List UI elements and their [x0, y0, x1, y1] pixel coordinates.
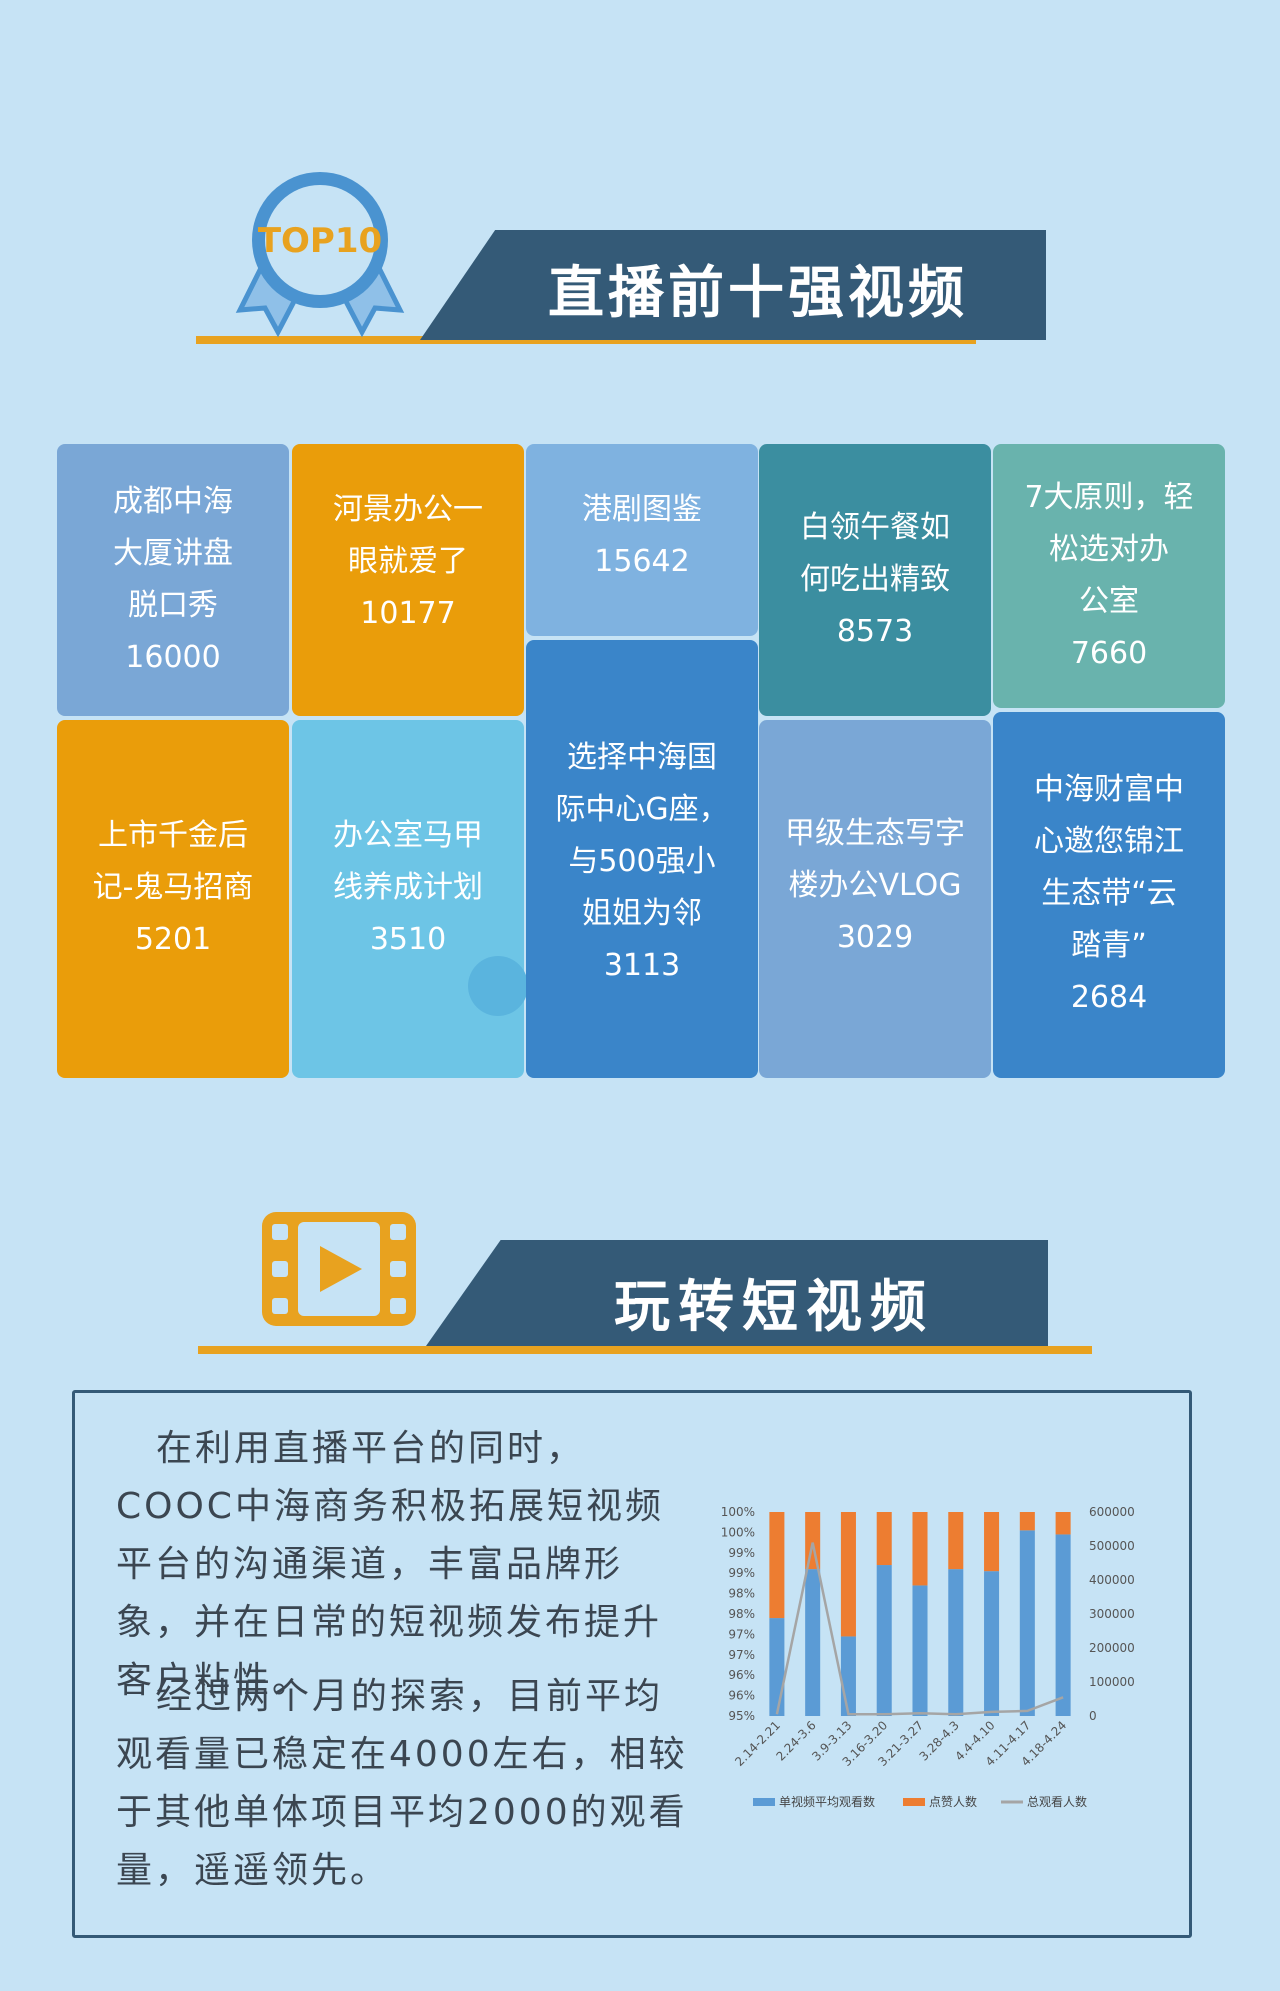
video-views: 3029 — [836, 920, 914, 955]
bar-单视频平均观看数 — [948, 1569, 964, 1716]
video-name: 河景办公一 眼就爱了 — [333, 492, 483, 579]
video-views: 15642 — [594, 544, 690, 579]
bar-单视频平均观看数 — [769, 1618, 785, 1716]
video-name: 上市千金后 记-鬼马招商 — [92, 818, 254, 905]
legend-label: 总观看人数 — [1027, 1794, 1087, 1809]
video-tile[interactable]: 中海财富中 心邀您锦江 生态带“云 踏青” 2684 — [993, 712, 1225, 1078]
video-views: 7660 — [1070, 636, 1148, 671]
section1-banner — [420, 230, 1046, 340]
bar-点赞人数 — [876, 1512, 892, 1566]
video-stats-chart: 100% 100% 99% 99% 98% 98% 97% 97% 96% 96% 95% 6000… — [721, 1505, 1135, 1809]
right-tick-label: 100000 — [1089, 1675, 1135, 1689]
video-name: 办公室马甲 线养成计划 — [333, 818, 483, 905]
right-tick-label: 300000 — [1089, 1607, 1135, 1621]
section2-title: 玩转短视频 — [614, 1275, 934, 1340]
video-name: 白领午餐如 何吃出精致 — [800, 510, 950, 597]
left-tick-label: 98% — [728, 1587, 755, 1601]
video-tile[interactable]: 办公室马甲 线养成计划 3510 — [292, 720, 528, 1078]
left-axis: 100% 100% 99% 99% 98% 98% 97% 97% 96% 96% 95% — [721, 1505, 755, 1723]
section1-underline — [196, 336, 976, 344]
legend-label: 单视频平均观看数 — [779, 1794, 875, 1809]
paragraph-1: 在利用直播平台的同时，COOC中海商务积极拓展短视频平台的沟通渠道，丰富品牌形象… — [116, 1428, 664, 1701]
left-tick-label: 97% — [728, 1627, 755, 1641]
video-tile[interactable]: 成都中海 大厦讲盘 脱口秀 16000 — [57, 444, 289, 716]
left-tick-label: 95% — [728, 1709, 755, 1723]
video-film-icon — [260, 1210, 418, 1328]
bar-点赞人数 — [984, 1512, 1000, 1572]
bar-单视频平均观看数 — [1019, 1530, 1035, 1716]
video-views: 3113 — [603, 948, 681, 983]
badge-label: TOP10 — [258, 221, 382, 261]
bar-点赞人数 — [769, 1512, 785, 1619]
bar-单视频平均观看数 — [876, 1565, 892, 1716]
video-views: 8573 — [836, 614, 914, 649]
video-views: 10177 — [360, 596, 456, 631]
info-panel — [72, 1390, 1192, 1938]
bar-点赞人数 — [840, 1512, 856, 1637]
paragraph-2: 经过两个月的探索，目前平均观看量已稳定在4000左右，相较于其他单体项目平均20… — [116, 1676, 688, 1891]
video-tile[interactable]: 上市千金后 记-鬼马招商 5201 — [57, 720, 289, 1078]
right-tick-label: 200000 — [1089, 1641, 1135, 1655]
section2-banner — [426, 1240, 1048, 1346]
legend-swatch — [903, 1798, 925, 1806]
right-tick-label: 600000 — [1089, 1505, 1135, 1519]
bar-点赞人数 — [805, 1512, 821, 1570]
right-tick-label: 400000 — [1089, 1573, 1135, 1587]
x-axis-labels: 2.14-2.212.24-3.63.9-3.133.16-3.203.21-3… — [732, 1718, 1069, 1769]
section2-underline — [198, 1346, 1092, 1354]
left-tick-label: 99% — [728, 1546, 755, 1560]
video-tile[interactable]: 港剧图鉴 15642 — [526, 444, 758, 636]
video-name: 成都中海 大厦讲盘 脱口秀 — [113, 484, 233, 623]
bar-单视频平均观看数 — [912, 1585, 928, 1716]
video-name: 港剧图鉴 — [582, 492, 702, 527]
bar-点赞人数 — [912, 1512, 928, 1586]
bar-点赞人数 — [1055, 1512, 1071, 1535]
left-tick-label: 96% — [728, 1689, 755, 1703]
video-tile[interactable]: 甲级生态写字 楼办公VLOG 3029 — [759, 720, 991, 1078]
bar-单视频平均观看数 — [805, 1569, 821, 1716]
top10-badge-icon: TOP10 — [230, 160, 410, 340]
left-tick-label: 96% — [728, 1668, 755, 1682]
line-总观看人数 — [775, 1542, 1064, 1716]
video-name: 中海财富中 心邀您锦江 生态带“云 踏青” — [1034, 772, 1184, 963]
left-tick-label: 99% — [728, 1566, 755, 1580]
left-tick-label: 97% — [728, 1648, 755, 1662]
bar-单视频平均观看数 — [840, 1636, 856, 1716]
video-name: 甲级生态写字 楼办公VLOG — [785, 816, 965, 903]
legend-swatch — [753, 1798, 775, 1806]
video-tile[interactable]: 河景办公一 眼就爱了 10177 — [292, 444, 524, 716]
video-views: 16000 — [125, 640, 221, 675]
video-tile[interactable]: 白领午餐如 何吃出精致 8573 — [759, 444, 991, 716]
bar-点赞人数 — [948, 1512, 964, 1570]
left-tick-label: 100% — [721, 1525, 755, 1539]
video-name: 7大原则，轻 松选对办 公室 — [1024, 480, 1194, 619]
legend-label: 点赞人数 — [929, 1794, 977, 1809]
video-views: 2684 — [1070, 980, 1148, 1015]
video-name: 选择中海国 际中心G座， 与500强小 姐姐为邻 — [555, 740, 729, 931]
x-tick-label: 2.14-2.21 — [732, 1718, 783, 1769]
decorative-circle — [468, 956, 528, 1016]
left-tick-label: 100% — [721, 1505, 755, 1519]
video-tile[interactable]: 选择中海国 际中心G座， 与500强小 姐姐为邻 3113 — [526, 640, 758, 1078]
line-series — [775, 1542, 1064, 1716]
left-tick-label: 98% — [728, 1607, 755, 1621]
bar-单视频平均观看数 — [984, 1571, 1000, 1716]
video-views: 3510 — [369, 922, 447, 957]
bar-点赞人数 — [1019, 1512, 1035, 1531]
bars — [769, 1512, 1071, 1716]
right-axis: 600000 500000 400000 300000 200000 100000 0 — [1089, 1505, 1135, 1723]
right-tick-label: 500000 — [1089, 1539, 1135, 1553]
legend: 单视频平均观看数 点赞人数 总观看人数 — [753, 1794, 1087, 1809]
video-tile[interactable]: 7大原则，轻 松选对办 公室 7660 — [993, 444, 1225, 708]
bar-单视频平均观看数 — [1055, 1534, 1071, 1716]
right-tick-label: 0 — [1089, 1709, 1097, 1723]
section1-title: 直播前十强视频 — [548, 261, 968, 326]
video-views: 5201 — [134, 922, 212, 957]
